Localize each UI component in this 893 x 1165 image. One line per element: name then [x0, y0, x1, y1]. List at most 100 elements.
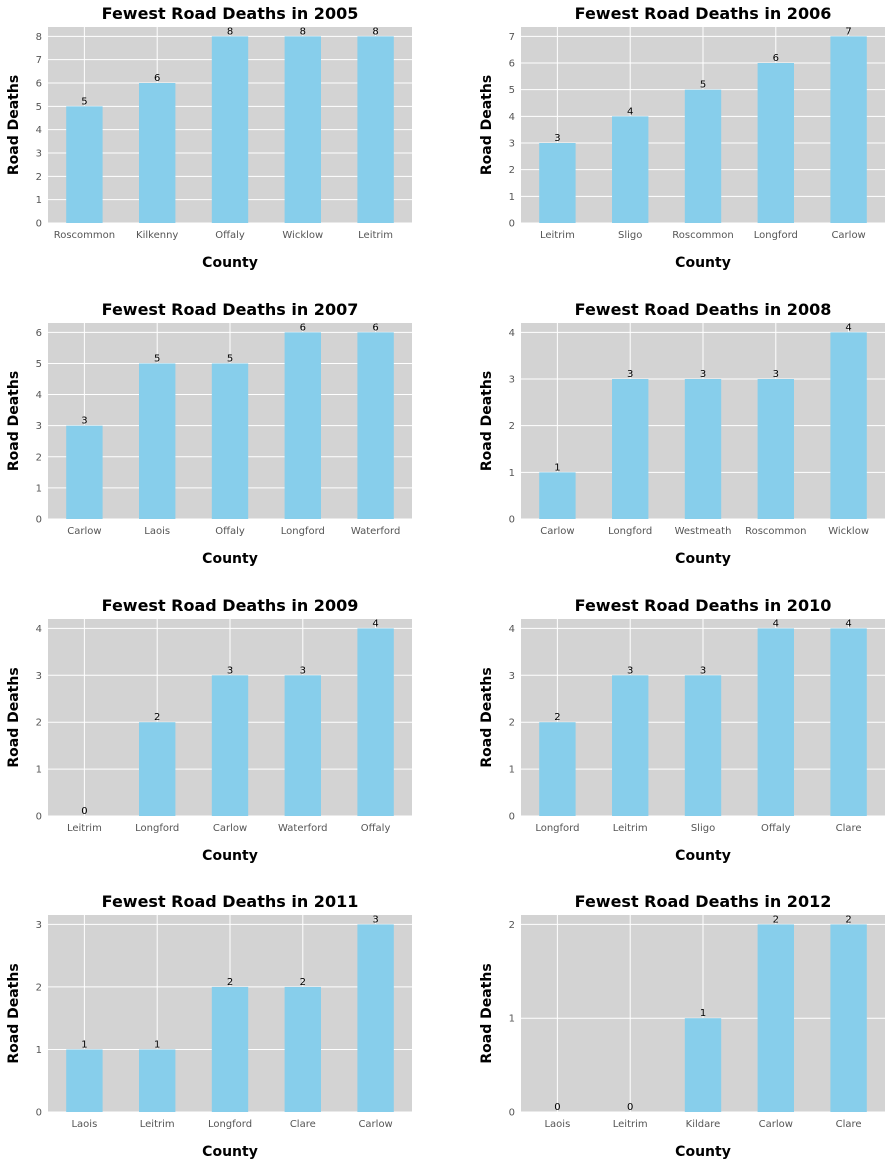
x-tick-label: Offaly [761, 823, 791, 834]
bar [539, 143, 576, 223]
chart-title: Fewest Road Deaths in 2012 [575, 892, 832, 911]
x-tick-label: Kildare [686, 1119, 721, 1130]
y-tick-label: 1 [509, 468, 515, 479]
y-tick-label: 4 [36, 390, 42, 401]
data-label: 3 [227, 665, 233, 676]
data-label: 8 [227, 26, 233, 37]
x-tick-label: Longford [754, 230, 798, 241]
chart-title: Fewest Road Deaths in 2007 [102, 300, 359, 319]
x-tick-label: Sligo [691, 823, 715, 834]
y-tick-label: 2 [509, 165, 515, 176]
data-label: 3 [627, 369, 633, 380]
x-tick-label: Roscommon [54, 230, 115, 241]
data-label: 2 [227, 977, 233, 988]
data-label: 6 [773, 53, 779, 64]
x-tick-label: Offaly [215, 526, 245, 537]
y-tick-label: 0 [36, 812, 42, 823]
data-label: 7 [845, 26, 851, 37]
bar [284, 36, 321, 224]
y-tick-label: 4 [36, 125, 42, 136]
chart-title: Fewest Road Deaths in 2005 [102, 4, 359, 23]
bar [139, 722, 176, 816]
bar [684, 675, 722, 816]
x-axis-label: County [202, 255, 258, 271]
y-tick-label: 3 [509, 375, 515, 386]
y-tick-label: 1 [509, 192, 515, 203]
y-tick-label: 0 [36, 1108, 42, 1119]
chart-title: Fewest Road Deaths in 2010 [575, 596, 832, 615]
data-label: 6 [154, 73, 160, 84]
x-tick-label: Clare [836, 823, 862, 834]
x-tick-label: Waterford [278, 823, 327, 834]
chart-title: Fewest Road Deaths in 2009 [102, 596, 359, 615]
x-axis-label: County [202, 551, 258, 567]
y-tick-label: 7 [509, 32, 515, 43]
data-label: 4 [372, 618, 378, 629]
data-label: 4 [845, 618, 851, 629]
x-axis-label: County [675, 551, 731, 567]
y-axis-label: Road Deaths [6, 371, 22, 471]
bar [284, 675, 321, 816]
bar [284, 986, 321, 1112]
data-label: 4 [627, 106, 633, 117]
x-tick-label: Carlow [213, 823, 247, 834]
y-tick-label: 5 [36, 102, 42, 113]
data-label: 3 [700, 369, 706, 380]
bar [211, 986, 249, 1112]
data-label: 3 [81, 416, 87, 427]
bar [757, 379, 794, 519]
data-label: 3 [627, 665, 633, 676]
x-tick-label: Longford [281, 526, 325, 537]
bar [139, 83, 176, 223]
data-label: 4 [773, 618, 779, 629]
y-tick-label: 4 [509, 624, 515, 635]
y-tick-label: 1 [36, 1045, 42, 1056]
x-tick-label: Waterford [351, 526, 400, 537]
y-tick-label: 6 [509, 59, 515, 70]
data-label: 2 [773, 914, 779, 925]
x-tick-label: Carlow [759, 1119, 793, 1130]
x-tick-label: Longford [535, 823, 579, 834]
bar [684, 379, 722, 519]
y-tick-label: 4 [509, 328, 515, 339]
chart-title: Fewest Road Deaths in 2011 [102, 892, 359, 911]
bar [357, 924, 394, 1112]
bar [139, 1049, 176, 1112]
data-label: 6 [300, 322, 306, 333]
y-tick-label: 8 [36, 32, 42, 43]
data-label: 0 [81, 806, 87, 817]
bar [357, 628, 394, 816]
x-axis-label: County [675, 848, 731, 864]
data-label: 1 [154, 1039, 160, 1050]
x-tick-label: Clare [290, 1119, 316, 1130]
y-tick-label: 3 [36, 671, 42, 682]
data-label: 4 [845, 322, 851, 333]
x-tick-label: Laois [71, 1119, 97, 1130]
y-tick-label: 3 [509, 671, 515, 682]
data-label: 5 [81, 96, 87, 107]
data-label: 6 [372, 322, 378, 333]
y-tick-label: 4 [36, 624, 42, 635]
y-tick-label: 2 [509, 920, 515, 931]
data-label: 2 [845, 914, 851, 925]
y-tick-label: 5 [36, 359, 42, 370]
y-tick-label: 1 [509, 1014, 515, 1025]
bar [357, 332, 394, 519]
x-tick-label: Longford [135, 823, 179, 834]
y-tick-label: 3 [36, 421, 42, 432]
x-axis-label: County [675, 1144, 731, 1160]
y-tick-label: 6 [36, 328, 42, 339]
data-label: 8 [300, 26, 306, 37]
bar [357, 36, 394, 224]
x-tick-label: Clare [836, 1119, 862, 1130]
x-tick-label: Offaly [361, 823, 391, 834]
data-label: 1 [81, 1039, 87, 1050]
y-tick-label: 5 [509, 85, 515, 96]
y-tick-label: 1 [36, 765, 42, 776]
bar [66, 1049, 103, 1112]
y-tick-label: 7 [36, 55, 42, 66]
x-tick-label: Wicklow [828, 526, 869, 537]
y-tick-label: 1 [509, 765, 515, 776]
bar [757, 63, 794, 223]
